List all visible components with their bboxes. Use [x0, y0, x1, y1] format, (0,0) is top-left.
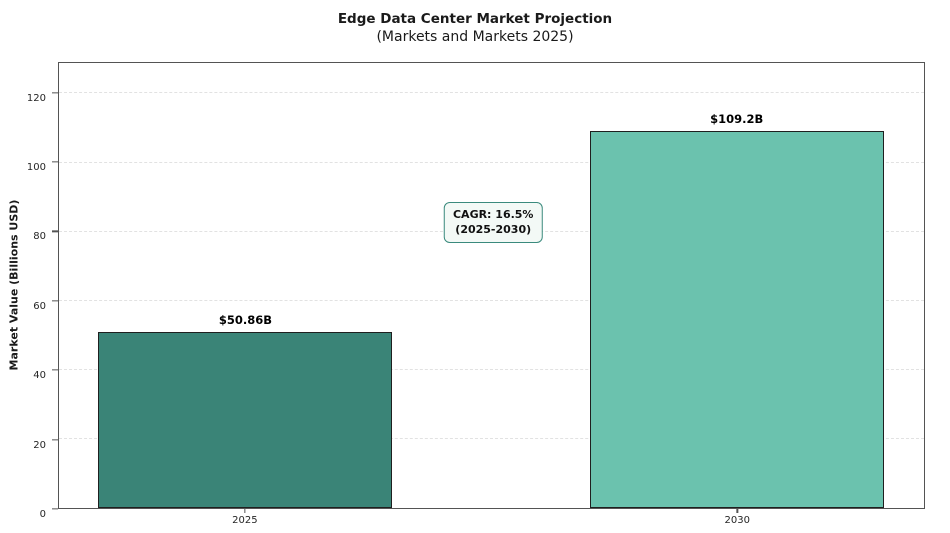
y-tick-mark-100 [52, 161, 58, 163]
cagr-annotation-line2: (2025-2030) [455, 223, 532, 237]
gridline-60 [59, 299, 924, 301]
gridline-120 [59, 92, 924, 94]
bar-value-label-2025: $50.86B [218, 313, 272, 328]
title-block: Edge Data Center Market Projection (Mark… [0, 10, 950, 47]
bar-2030 [589, 130, 884, 508]
bar-value-label-2030: $109.2B [710, 111, 764, 126]
cagr-annotation: CAGR: 16.5% (2025-2030) [443, 202, 543, 243]
y-axis: 0 20 40 60 80 100 120 [0, 62, 58, 520]
chart-subtitle: (Markets and Markets 2025) [376, 29, 574, 46]
y-tick-mark-20 [52, 438, 58, 441]
x-axis: 2025 2030 [58, 509, 925, 533]
y-tick-mark-120 [52, 91, 58, 94]
y-tick-mark-60 [52, 300, 58, 302]
y-tick-mark-40 [52, 369, 58, 371]
plot-area: $50.86B $109.2B CAGR: 16.5% (2025-2030) [58, 62, 925, 509]
gridline-100 [59, 161, 924, 163]
chart-title: Edge Data Center Market Projection [337, 11, 613, 27]
cagr-annotation-line1: CAGR: 16.5% [452, 208, 534, 221]
x-tick-mark-2025 [244, 509, 246, 513]
x-tick-label-2030: 2030 [724, 515, 751, 526]
x-tick-mark-2030 [736, 509, 738, 513]
gridline-20 [59, 437, 924, 439]
y-tick-mark-80 [52, 230, 58, 233]
gridline-40 [59, 368, 924, 370]
x-tick-label-2025: 2025 [232, 515, 258, 526]
y-tick-mark-0 [52, 508, 58, 510]
bar-2025 [98, 332, 393, 508]
